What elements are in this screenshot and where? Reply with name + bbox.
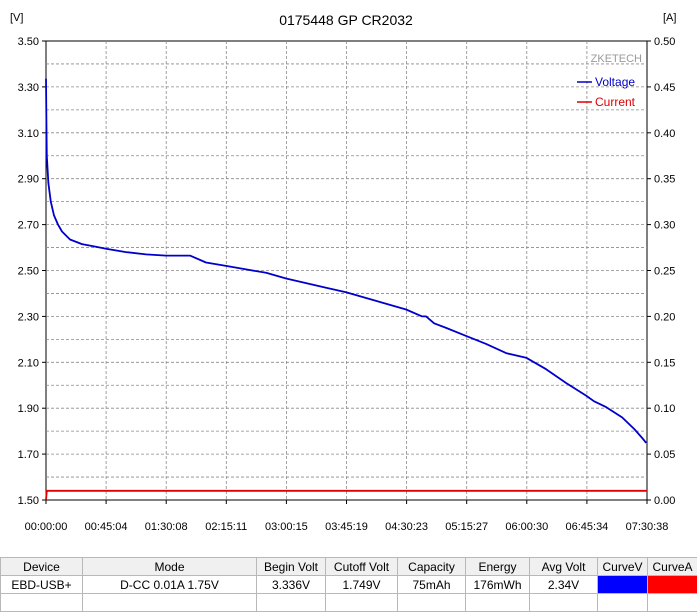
- legend-current-label: Current: [595, 95, 636, 109]
- left-tick-label: 2.90: [18, 174, 39, 186]
- voltage-line: [45, 78, 647, 444]
- left-tick-label: 2.30: [18, 311, 39, 323]
- header-mode: Mode: [82, 557, 257, 576]
- curve-a-color-swatch[interactable]: [647, 575, 697, 594]
- cell-begin-volt: 3.336V: [256, 575, 326, 594]
- summary-data-row: EBD-USB+ D-CC 0.01A 1.75V 3.336V 1.749V …: [0, 575, 697, 594]
- header-cutoff-volt: Cutoff Volt: [325, 557, 398, 576]
- right-tick-label: 0.05: [654, 449, 675, 461]
- header-device: Device: [0, 557, 83, 576]
- right-tick-label: 0.00: [654, 495, 675, 507]
- left-tick-label: 3.50: [18, 36, 39, 48]
- left-tick-label: 1.50: [18, 495, 39, 507]
- axis-ticks: 1.50 1.70 1.90 2.10 2.30 2.50 2.70 2.90 3.10 3.30…: [18, 36, 676, 533]
- x-tick-label: 02:15:11: [205, 521, 247, 533]
- chart-title: 0175448 GP CR2032: [279, 12, 413, 28]
- header-curve-a: CurveA: [647, 557, 697, 576]
- left-axis-unit: [V]: [10, 12, 23, 24]
- x-tick-label: 04:30:23: [385, 521, 428, 533]
- x-tick-label: 00:45:04: [85, 521, 128, 533]
- x-tick-label: 05:15:27: [445, 521, 488, 533]
- right-tick-label: 0.15: [654, 357, 675, 369]
- right-tick-label: 0.25: [654, 266, 675, 278]
- right-tick-label: 0.40: [654, 128, 675, 140]
- legend: Voltage Current: [577, 75, 636, 109]
- summary-table: Device Mode Begin Volt Cutoff Volt Capac…: [0, 557, 697, 612]
- watermark-zketech: ZKETECH: [591, 53, 642, 65]
- x-tick-label: 01:30:08: [145, 521, 188, 533]
- header-begin-volt: Begin Volt: [256, 557, 326, 576]
- cell-device: EBD-USB+: [0, 575, 83, 594]
- left-tick-label: 2.70: [18, 220, 39, 232]
- right-tick-label: 0.10: [654, 403, 675, 415]
- header-capacity: Capacity: [397, 557, 466, 576]
- header-energy: Energy: [465, 557, 530, 576]
- x-tick-label: 00:00:00: [25, 521, 68, 533]
- right-tick-label: 0.20: [654, 311, 675, 323]
- cell-cutoff-volt: 1.749V: [325, 575, 398, 594]
- header-curve-v: CurveV: [597, 557, 648, 576]
- summary-empty-row: [0, 593, 697, 612]
- header-avg-volt: Avg Volt: [529, 557, 598, 576]
- discharge-chart: 1.50 1.70 1.90 2.10 2.30 2.50 2.70 2.90 3.10 3.30…: [10, 12, 677, 533]
- x-tick-label: 03:00:15: [265, 521, 308, 533]
- cell-avg-volt: 2.34V: [529, 575, 598, 594]
- left-tick-label: 3.10: [18, 128, 39, 140]
- right-tick-label: 0.50: [654, 36, 675, 48]
- series-lines: [45, 78, 647, 501]
- right-tick-label: 0.35: [654, 174, 675, 186]
- left-tick-label: 2.50: [18, 266, 39, 278]
- right-tick-label: 0.45: [654, 82, 675, 94]
- left-tick-label: 2.10: [18, 357, 39, 369]
- x-tick-label: 07:30:38: [626, 521, 669, 533]
- summary-header-row: Device Mode Begin Volt Cutoff Volt Capac…: [0, 557, 697, 576]
- cell-capacity: 75mAh: [397, 575, 466, 594]
- x-tick-label: 06:45:34: [565, 521, 608, 533]
- left-tick-label: 1.70: [18, 449, 39, 461]
- cell-mode: D-CC 0.01A 1.75V: [82, 575, 257, 594]
- cell-energy: 176mWh: [465, 575, 530, 594]
- legend-voltage-label: Voltage: [595, 75, 635, 89]
- left-tick-label: 1.90: [18, 403, 39, 415]
- curve-v-color-swatch[interactable]: [597, 575, 648, 594]
- right-tick-label: 0.30: [654, 220, 675, 232]
- current-line: [45, 489, 647, 501]
- x-tick-label: 06:00:30: [505, 521, 548, 533]
- gridlines: [46, 41, 647, 500]
- left-tick-label: 3.30: [18, 82, 39, 94]
- right-axis-unit: [A]: [663, 12, 676, 24]
- x-tick-label: 03:45:19: [325, 521, 368, 533]
